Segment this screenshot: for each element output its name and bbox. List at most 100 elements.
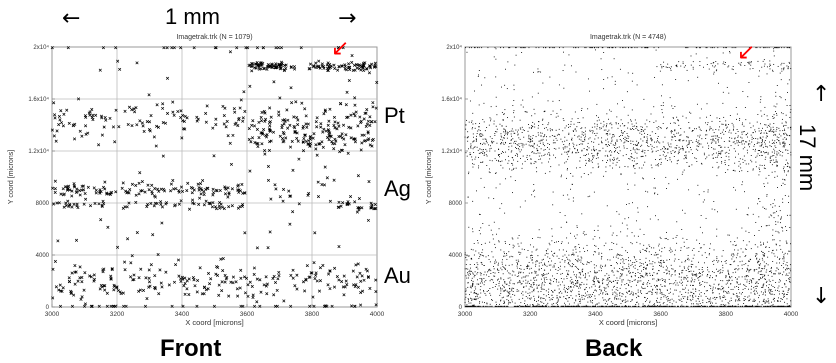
data-point: [786, 294, 788, 295]
data-point: [522, 291, 524, 293]
data-point: [476, 273, 478, 275]
data-point: [752, 300, 754, 302]
data-point: [629, 128, 631, 130]
data-point: [99, 114, 104, 118]
data-point: [580, 256, 582, 258]
data-point: [505, 142, 506, 144]
data-point: [785, 286, 787, 288]
data-point: [481, 162, 483, 163]
data-point: [728, 303, 730, 305]
data-point: [494, 150, 496, 152]
data-point: [649, 300, 651, 302]
data-point: [620, 303, 622, 305]
data-point: [586, 244, 588, 246]
data-point: [548, 122, 550, 124]
data-point: [312, 304, 316, 308]
data-point: [657, 165, 659, 167]
data-point: [603, 299, 605, 301]
data-point: [549, 282, 551, 284]
data-point: [53, 259, 57, 263]
data-point: [488, 124, 490, 126]
data-point: [504, 281, 506, 283]
data-point: [722, 280, 724, 282]
data-point: [556, 273, 558, 274]
data-point: [642, 151, 644, 153]
data-point: [51, 296, 55, 300]
data-point: [546, 136, 547, 138]
data-point: [71, 123, 75, 127]
data-point: [680, 279, 682, 281]
data-point: [571, 137, 573, 139]
data-point: [550, 283, 552, 285]
data-point: [306, 193, 310, 197]
data-point: [513, 283, 515, 285]
data-point: [291, 268, 295, 272]
data-point: [776, 305, 778, 307]
data-point: [588, 160, 590, 162]
data-point: [467, 136, 469, 138]
data-point: [618, 254, 620, 256]
data-point: [729, 129, 731, 131]
data-point: [779, 300, 781, 302]
data-point: [604, 288, 606, 290]
data-point: [662, 305, 664, 307]
data-point: [786, 134, 788, 136]
data-point: [472, 112, 474, 114]
data-point: [132, 278, 136, 282]
data-point: [494, 261, 496, 263]
data-point: [760, 151, 762, 153]
data-point: [641, 276, 643, 278]
data-point: [607, 159, 608, 161]
data-point: [646, 138, 648, 140]
data-point: [662, 150, 664, 152]
data-point: [467, 137, 469, 138]
data-point: [483, 149, 484, 151]
data-point: [675, 284, 677, 286]
data-point: [660, 290, 662, 292]
data-point: [171, 100, 175, 104]
data-point: [655, 305, 657, 307]
data-point: [624, 131, 626, 132]
data-point: [685, 157, 686, 159]
data-point: [574, 235, 575, 237]
data-point: [780, 135, 782, 137]
y-tick-label: 4000: [449, 253, 463, 259]
data-point: [708, 271, 710, 273]
data-point: [727, 146, 729, 148]
data-point: [151, 233, 155, 237]
data-point: [515, 129, 517, 131]
data-point: [740, 293, 742, 295]
data-point: [553, 266, 555, 268]
data-point: [767, 118, 769, 120]
data-point: [595, 157, 597, 159]
data-point: [481, 279, 483, 281]
data-point: [616, 158, 618, 160]
data-point: [768, 247, 770, 248]
data-point: [538, 285, 540, 287]
data-point: [735, 300, 736, 302]
data-point: [84, 132, 88, 136]
data-point: [769, 60, 771, 62]
data-point: [764, 278, 766, 280]
data-point: [604, 265, 606, 267]
data-point: [300, 101, 304, 105]
data-point: [706, 116, 708, 118]
data-point: [289, 273, 293, 277]
data-point: [679, 139, 681, 140]
data-point: [772, 261, 774, 262]
data-point: [568, 150, 570, 152]
data-point: [693, 281, 695, 283]
data-point: [135, 61, 139, 65]
data-point: [470, 297, 471, 299]
data-point: [551, 250, 553, 252]
data-point: [587, 174, 589, 176]
data-point: [509, 273, 511, 275]
data-point: [100, 204, 104, 208]
data-point: [706, 275, 708, 277]
data-point: [786, 294, 788, 295]
data-point: [778, 137, 780, 139]
data-point: [368, 143, 372, 147]
data-point: [762, 277, 763, 279]
data-point: [221, 104, 225, 108]
data-point: [477, 240, 479, 241]
